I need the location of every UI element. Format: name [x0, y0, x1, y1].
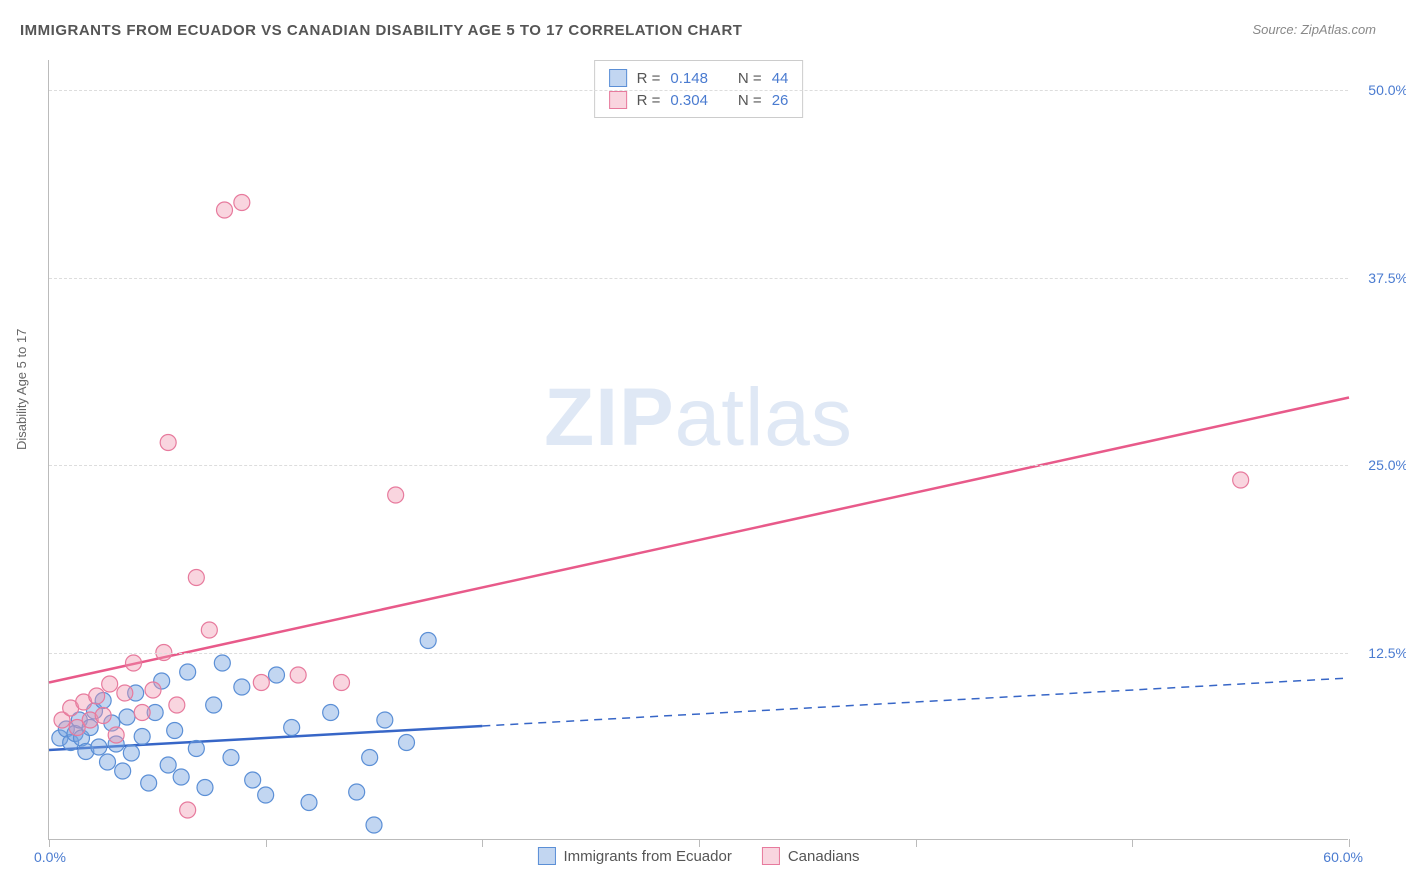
y-tick-label: 50.0%: [1368, 82, 1406, 98]
data-point: [173, 769, 189, 785]
data-point: [245, 772, 261, 788]
data-point: [290, 667, 306, 683]
data-point: [91, 739, 107, 755]
data-point: [145, 682, 161, 698]
data-point: [115, 763, 131, 779]
data-point: [180, 664, 196, 680]
data-point: [102, 676, 118, 692]
data-point: [420, 633, 436, 649]
data-point: [366, 817, 382, 833]
gridline: [49, 465, 1348, 466]
data-point: [160, 435, 176, 451]
x-tick: [49, 839, 50, 847]
regression-line: [49, 398, 1349, 683]
data-point: [119, 709, 135, 725]
gridline: [49, 278, 1348, 279]
data-point: [323, 705, 339, 721]
data-point: [134, 705, 150, 721]
data-point: [123, 745, 139, 761]
data-point: [284, 720, 300, 736]
legend-series-box: Immigrants from Ecuador Canadians: [537, 847, 859, 865]
x-axis-min-label: 0.0%: [34, 849, 66, 865]
data-point: [180, 802, 196, 818]
data-point: [217, 202, 233, 218]
data-point: [201, 622, 217, 638]
data-point: [126, 655, 142, 671]
data-point: [197, 780, 213, 796]
data-point: [117, 685, 133, 701]
x-tick: [266, 839, 267, 847]
data-point: [377, 712, 393, 728]
source-attribution: Source: ZipAtlas.com: [1252, 22, 1376, 37]
data-point: [188, 570, 204, 586]
data-point: [223, 750, 239, 766]
data-point: [167, 723, 183, 739]
data-point: [100, 754, 116, 770]
data-point: [234, 195, 250, 211]
chart-title: IMMIGRANTS FROM ECUADOR VS CANADIAN DISA…: [20, 22, 742, 39]
data-point: [134, 729, 150, 745]
x-tick: [482, 839, 483, 847]
data-point: [141, 775, 157, 791]
data-point: [206, 697, 222, 713]
x-tick: [1132, 839, 1133, 847]
legend-label-series1: Immigrants from Ecuador: [563, 848, 731, 865]
data-point: [362, 750, 378, 766]
data-point: [253, 675, 269, 691]
data-point: [301, 795, 317, 811]
legend-item-series1: Immigrants from Ecuador: [537, 847, 731, 865]
regression-line-dashed: [482, 678, 1349, 726]
x-axis-max-label: 60.0%: [1323, 849, 1363, 865]
y-axis-label: Disability Age 5 to 17: [14, 329, 29, 450]
data-point: [258, 787, 274, 803]
data-point: [349, 784, 365, 800]
y-tick-label: 37.5%: [1368, 270, 1406, 286]
y-tick-label: 12.5%: [1368, 645, 1406, 661]
data-point: [188, 741, 204, 757]
legend-swatch-series1-b: [537, 847, 555, 865]
data-point: [169, 697, 185, 713]
data-point: [234, 679, 250, 695]
data-point: [108, 727, 124, 743]
data-point: [388, 487, 404, 503]
data-point: [269, 667, 285, 683]
data-point: [334, 675, 350, 691]
correlation-chart: IMMIGRANTS FROM ECUADOR VS CANADIAN DISA…: [0, 0, 1406, 892]
plot-area: ZIPatlas R = 0.148 N = 44 R = 0.304 N = …: [48, 60, 1348, 840]
gridline: [49, 653, 1348, 654]
data-point: [160, 757, 176, 773]
data-point: [399, 735, 415, 751]
legend-label-series2: Canadians: [788, 848, 860, 865]
x-tick: [1349, 839, 1350, 847]
plot-svg: [49, 60, 1348, 839]
x-tick: [916, 839, 917, 847]
legend-swatch-series2-b: [762, 847, 780, 865]
y-tick-label: 25.0%: [1368, 457, 1406, 473]
gridline: [49, 90, 1348, 91]
data-point: [1233, 472, 1249, 488]
legend-item-series2: Canadians: [762, 847, 860, 865]
data-point: [89, 688, 105, 704]
data-point: [95, 708, 111, 724]
x-tick: [699, 839, 700, 847]
data-point: [214, 655, 230, 671]
